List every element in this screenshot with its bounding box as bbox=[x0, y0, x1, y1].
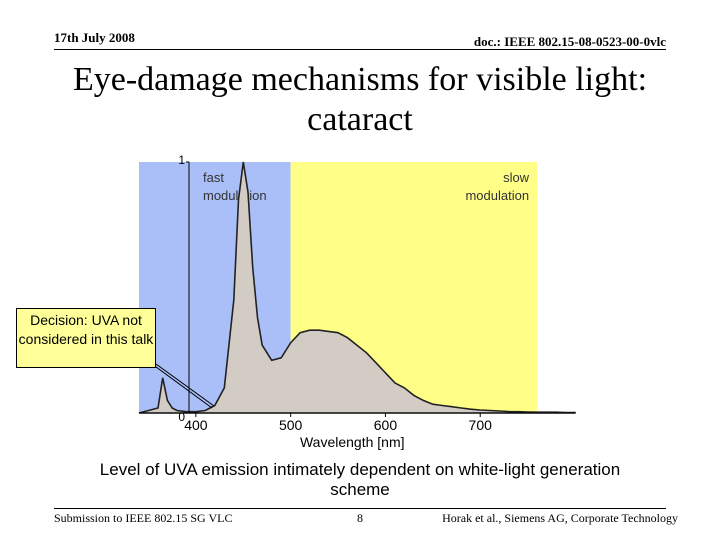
y-tick-label: 1 bbox=[178, 153, 185, 167]
callout-pointer-line-2 bbox=[155, 363, 215, 407]
region-label: slow bbox=[503, 170, 530, 185]
region-label: fast bbox=[203, 170, 224, 185]
region-label: modulation bbox=[203, 188, 267, 203]
region-label: modulation bbox=[465, 188, 529, 203]
x-tick-label: 700 bbox=[469, 417, 493, 433]
footer-submission: Submission to IEEE 802.15 SG VLC bbox=[54, 511, 233, 525]
y-tick-label: 0 bbox=[178, 410, 185, 424]
slide-caption: Level of UVA emission intimately depende… bbox=[99, 460, 621, 499]
callout-pointer-line bbox=[151, 363, 213, 409]
slide-title: Eye-damage mechanisms for visible light:… bbox=[72, 61, 648, 138]
header-rule bbox=[54, 49, 666, 50]
spectrum-series-area bbox=[138, 161, 576, 414]
uva-callout: Decision: UVA not considered in this tal… bbox=[16, 308, 156, 368]
footer-rule bbox=[54, 508, 666, 509]
x-tick-label: 500 bbox=[279, 417, 303, 433]
header-date: 17th July 2008 bbox=[54, 30, 135, 45]
x-tick-label: 600 bbox=[374, 417, 398, 433]
x-axis-label: Wavelength [nm] bbox=[300, 434, 405, 450]
x-tick-label: 400 bbox=[184, 417, 208, 433]
header-doc-id: doc.: IEEE 802.15-08-0523-00-0vlc bbox=[473, 34, 666, 49]
footer-page-number: 8 bbox=[357, 511, 363, 525]
footer-authors: Horak et al., Siemens AG, Corporate Tech… bbox=[442, 511, 678, 525]
